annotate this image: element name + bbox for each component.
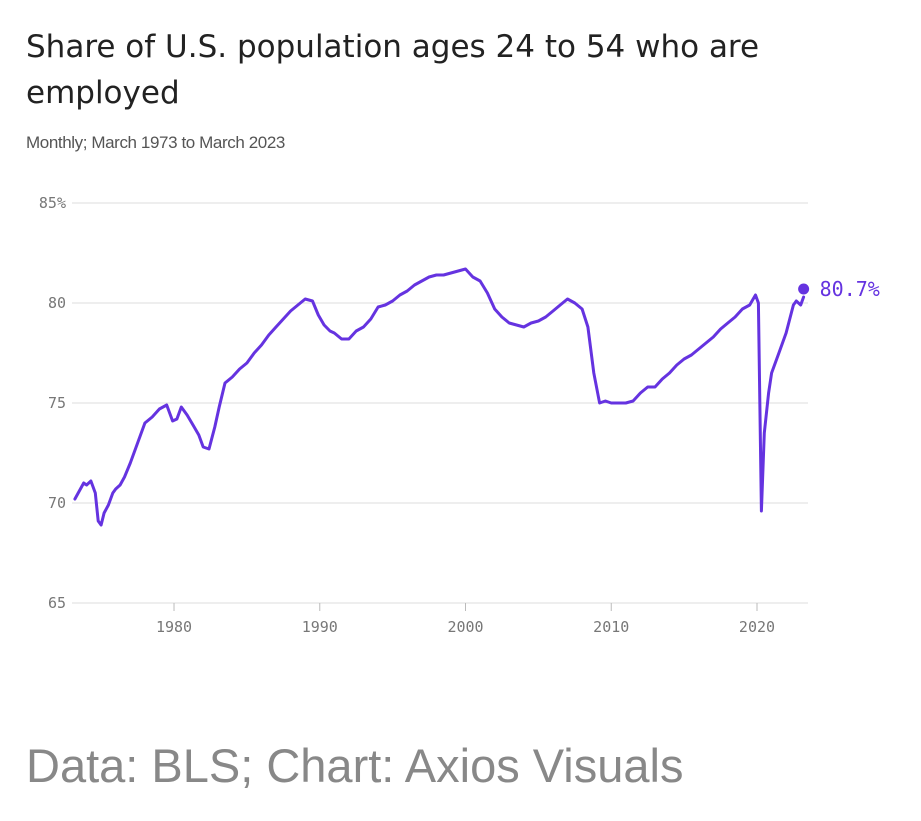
chart-subtitle: Monthly; March 1973 to March 2023: [26, 133, 285, 152]
latest-value-label: 80.7%: [820, 277, 880, 301]
x-tick-label-1990: 1990: [302, 618, 338, 636]
y-axis-ticks: 65 70 75 80 85%: [39, 194, 66, 612]
chart-title: Share of U.S. population ages 24 to 54 w…: [26, 29, 760, 111]
x-tick-label-2010: 2010: [593, 618, 629, 636]
y-tick-label-75: 75: [48, 394, 66, 412]
x-tick-label-1980: 1980: [156, 618, 192, 636]
x-axis-ticks: 1980 1990 2000 2010 2020: [156, 603, 775, 636]
y-tick-label-80: 80: [48, 294, 66, 312]
y-tick-label-70: 70: [48, 494, 66, 512]
x-tick-label-2020: 2020: [739, 618, 775, 636]
gridlines: [72, 202, 808, 604]
employment-rate-line: [73, 267, 806, 527]
y-tick-label-65: 65: [48, 594, 66, 612]
latest-value-dot: [798, 283, 810, 295]
line-chart: 65 70 75 80 85% 1980 1990 2000 2010 2020 80.7%: [39, 194, 880, 636]
x-tick-label-2000: 2000: [447, 618, 483, 636]
y-tick-label-85: 85%: [39, 194, 66, 212]
source-credit: Data: BLS; Chart: Axios Visuals: [26, 739, 684, 792]
